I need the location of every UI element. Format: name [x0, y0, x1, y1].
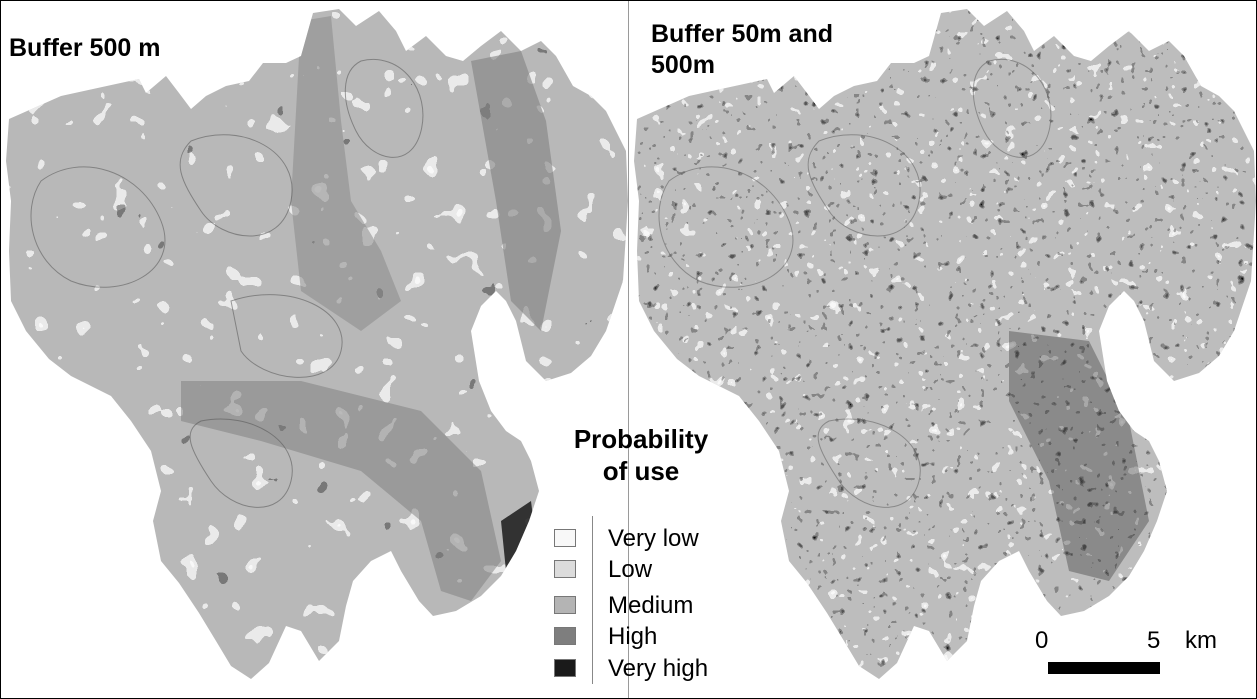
right-panel-title-line-1: Buffer 50m and	[651, 20, 833, 48]
legend-swatch-very-low	[554, 529, 576, 547]
legend-swatch-medium	[554, 596, 576, 614]
legend-label-very-high: Very high	[608, 655, 709, 682]
legend-title-line-1: Probability	[573, 424, 709, 454]
scale-unit-label: km	[1185, 627, 1217, 654]
legend-title-line-2: of use	[602, 456, 680, 486]
right-panel-title: Buffer 50m and 500m	[651, 19, 833, 81]
right-probability-map[interactable]	[629, 1, 1256, 698]
scale-bar	[1048, 662, 1160, 674]
legend-swatch-high	[554, 627, 576, 645]
scale-end-label: 5	[1147, 627, 1161, 654]
scale-start-label: 0	[1035, 627, 1049, 654]
legend-label-high: High	[608, 623, 658, 650]
legend-divider	[592, 516, 593, 684]
legend-title: Probability of use	[541, 423, 741, 487]
legend-swatch-low	[554, 560, 576, 578]
panel-divider	[628, 1, 629, 698]
right-panel-title-line-2: 500m	[651, 51, 715, 79]
legend-label-low: Low	[608, 556, 653, 583]
left-probability-map[interactable]	[1, 1, 628, 698]
legend-label-very-low: Very low	[608, 525, 699, 552]
legend-label-medium: Medium	[608, 592, 694, 619]
legend-swatch-very-high	[554, 659, 576, 677]
left-panel-title: Buffer 500 m	[9, 34, 161, 62]
